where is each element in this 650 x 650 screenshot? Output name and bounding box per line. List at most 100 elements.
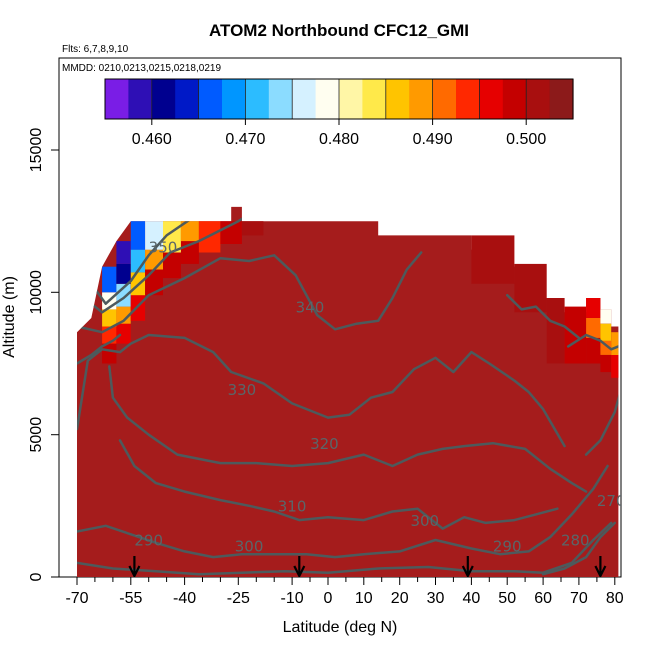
data-cell [586, 298, 601, 318]
contour-line [77, 208, 258, 314]
contour-line [541, 521, 617, 576]
colorbar-tick-label: 0.480 [319, 131, 359, 148]
data-cell [116, 323, 131, 344]
data-cell [611, 332, 619, 355]
colorbar-swatch [222, 79, 246, 119]
data-cell [116, 241, 131, 264]
colorbar-swatch [198, 79, 223, 119]
data-cell [116, 306, 131, 324]
colorbar-swatch [502, 79, 527, 119]
y-tick-label: 10000 [28, 270, 45, 315]
dates-subtitle: MMDD: 0210,0213,0215,0218,0219 [62, 63, 221, 74]
contour-line [108, 365, 588, 493]
y-axis-label: Altitude (m) [1, 276, 18, 358]
y-tick-label: 15000 [28, 128, 45, 173]
data-cell [102, 343, 117, 364]
data-cell [130, 221, 146, 250]
data-cell [116, 263, 131, 284]
data-cell [600, 355, 612, 373]
colorbar-swatch [409, 79, 434, 119]
x-tick-label: -55 [119, 590, 142, 607]
data-cell [514, 263, 547, 313]
data-cell [241, 221, 264, 236]
contour-label: 330 [228, 381, 257, 399]
plot-area: 350 340 330 320 310 300 300 290 290 280 270 [77, 206, 626, 577]
profile-arrow-head [128, 565, 141, 577]
colorbar-swatch [479, 79, 504, 119]
x-tick-label: -40 [173, 590, 196, 607]
x-tick-label: 20 [391, 590, 409, 607]
profile-arrow [293, 556, 306, 577]
contour-label: 300 [235, 537, 264, 555]
x-tick-label: 70 [570, 590, 588, 607]
colorbar-swatch [315, 79, 340, 119]
data-cell [546, 298, 565, 364]
colorbar-tick-label: 0.460 [132, 131, 172, 148]
contour-label: 340 [296, 298, 325, 316]
profile-arrow [461, 556, 474, 577]
colorbar-tick-label: 0.490 [413, 131, 453, 148]
data-cell [163, 252, 181, 279]
colorbar-swatch [456, 79, 480, 119]
data-field-background [77, 206, 619, 577]
profile-arrow-head [594, 565, 607, 577]
x-axis: -70 -55 -40 -25 -10 0 10 20 30 40 50 60 70 80 [65, 577, 624, 607]
contour-label: 350 [149, 239, 178, 257]
contour-label: 320 [310, 435, 339, 453]
contour-line [77, 217, 193, 305]
colorbar-swatch [526, 79, 551, 119]
contour-line [505, 293, 581, 340]
contour-label: 290 [134, 532, 163, 550]
colorbar-tick-label: 0.470 [225, 131, 265, 148]
colorbar-swatch [175, 79, 200, 119]
contour-line [77, 333, 122, 365]
colorbar-swatch [385, 79, 410, 119]
x-tick-label: 40 [463, 590, 481, 607]
chart-title: ATOM2 Northbound CFC12_GMI [209, 21, 469, 40]
colorbar-swatch [151, 79, 176, 119]
x-tick-label: 80 [606, 590, 624, 607]
data-field [77, 206, 619, 577]
contour-label: 290 [493, 537, 522, 555]
data-cell [600, 323, 612, 341]
colorbar-tick-label: 0.500 [506, 131, 546, 148]
contour-label: 270 [597, 492, 626, 510]
profile-arrow [594, 556, 607, 577]
x-tick-label: -25 [227, 590, 250, 607]
x-axis-label: Latitude (deg N) [283, 619, 398, 636]
contour-labels: 350 340 330 320 310 300 300 290 290 280 270 [134, 239, 626, 556]
data-cell [102, 309, 117, 327]
x-tick-label: 0 [324, 590, 333, 607]
data-cell [181, 221, 199, 242]
data-cell [471, 235, 515, 284]
contour-line [77, 521, 613, 576]
contour-line [77, 333, 566, 448]
data-cell [600, 309, 612, 324]
profile-arrow [128, 556, 141, 577]
x-tick-label: -10 [281, 590, 304, 607]
colorbar-swatch [432, 79, 457, 119]
y-tick-label: 5000 [28, 417, 45, 453]
x-tick-label: 30 [427, 590, 445, 607]
data-cell [586, 318, 601, 338]
colorbar-swatch [105, 79, 129, 119]
data-cell [130, 295, 146, 321]
profile-markers [128, 556, 607, 577]
contour-line [584, 385, 619, 456]
contour-line [77, 251, 423, 334]
colorbar-swatch [362, 79, 387, 119]
contour-lines [77, 208, 619, 576]
colorbar-swatch [245, 79, 270, 119]
data-cell [611, 355, 619, 378]
colorbar-swatch [268, 79, 293, 119]
profile-arrow-head [293, 565, 306, 577]
y-axis: 0 5000 10000 15000 [28, 128, 59, 581]
contour-label: 280 [561, 532, 590, 550]
contour-label: 300 [410, 512, 439, 530]
contour-line [77, 464, 609, 559]
colorbar-swatch [339, 79, 363, 119]
contour-line [118, 439, 559, 530]
profile-arrow-head [461, 565, 474, 577]
colorbar-swatch [128, 79, 153, 119]
